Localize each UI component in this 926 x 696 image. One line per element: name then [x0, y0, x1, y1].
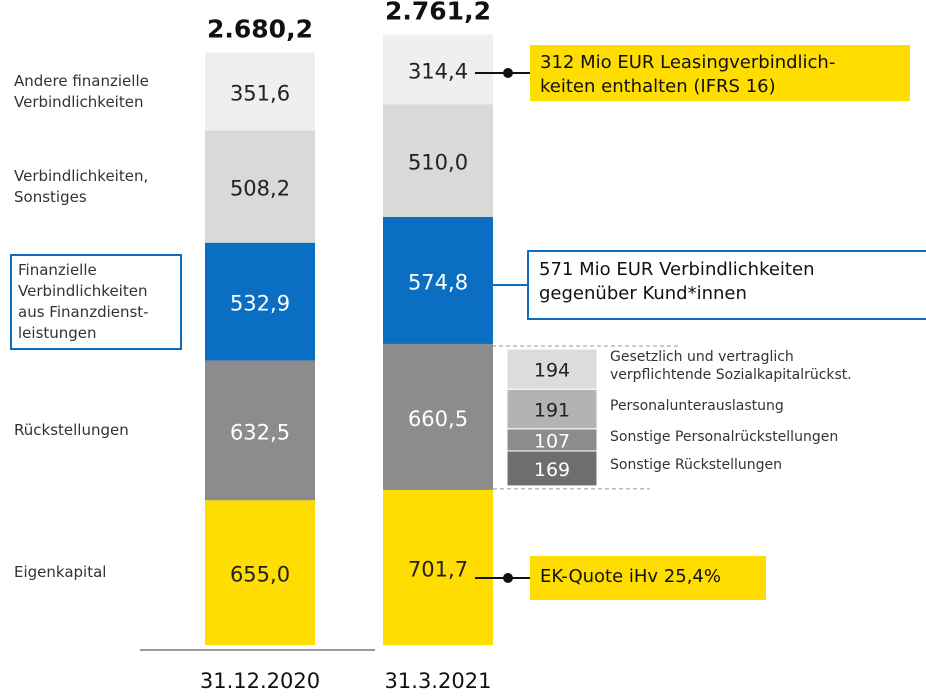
series-label: Eigenkapital — [14, 563, 107, 582]
bar-segment — [383, 489, 493, 645]
breakdown-label: Sonstige Personalrückstellungen — [610, 428, 839, 445]
bar-segment — [383, 34, 493, 105]
breakdown-segment — [506, 348, 598, 390]
breakdown-segment — [506, 450, 598, 487]
x-tick-label: 31.3.2021 — [385, 669, 492, 693]
breakdown-value: 194 — [534, 360, 570, 382]
value-label: 351,6 — [230, 82, 290, 106]
breakdown-label: Sonstige Rückstellungen — [610, 457, 783, 474]
value-label: 532,9 — [230, 292, 290, 316]
bar-segment — [383, 216, 493, 344]
value-label: 510,0 — [408, 151, 468, 175]
breakdown-value: 169 — [534, 459, 570, 481]
value-label: 508,2 — [230, 177, 290, 201]
value-label: 632,5 — [230, 420, 290, 444]
value-label: 314,4 — [408, 59, 468, 83]
value-label: 701,7 — [408, 557, 468, 581]
total-label: 2.680,2 — [207, 15, 313, 44]
series-label: Rückstellungen — [14, 420, 129, 439]
bar-segment — [383, 343, 493, 490]
annotation: 312 Mio EUR Leasingverbindlich- keiten e… — [530, 45, 910, 101]
annotation: 571 Mio EUR Verbindlichkeiten gegenüber … — [527, 250, 926, 320]
bar-segment — [205, 242, 315, 361]
bar-segment — [205, 500, 315, 645]
breakdown-value: 191 — [534, 400, 570, 422]
breakdown-label: Gesetzlich und vertraglich verpflichtend… — [610, 349, 852, 384]
value-label: 574,8 — [408, 270, 468, 294]
value-label: 660,5 — [408, 407, 468, 431]
breakdown-label: Personalunterauslastung — [610, 398, 784, 415]
connector-dot — [503, 573, 513, 583]
x-tick-label: 31.12.2020 — [200, 669, 320, 693]
series-label: Finanzielle Verbindlichkeiten aus Finanz… — [10, 253, 182, 350]
value-label: 655,0 — [230, 563, 290, 587]
bar-segment — [383, 104, 493, 217]
breakdown-value: 107 — [534, 430, 570, 452]
total-label: 2.761,2 — [385, 0, 491, 26]
series-label: Andere finanzielle Verbindlichkeiten — [14, 71, 149, 111]
bar-segment — [205, 360, 315, 501]
annotation: EK-Quote iHv 25,4% — [530, 556, 766, 600]
bar-segment — [205, 52, 315, 131]
bar-segment — [205, 130, 315, 243]
connector-dot — [503, 68, 513, 78]
series-label: Verbindlichkeiten, Sonstiges — [14, 166, 149, 206]
